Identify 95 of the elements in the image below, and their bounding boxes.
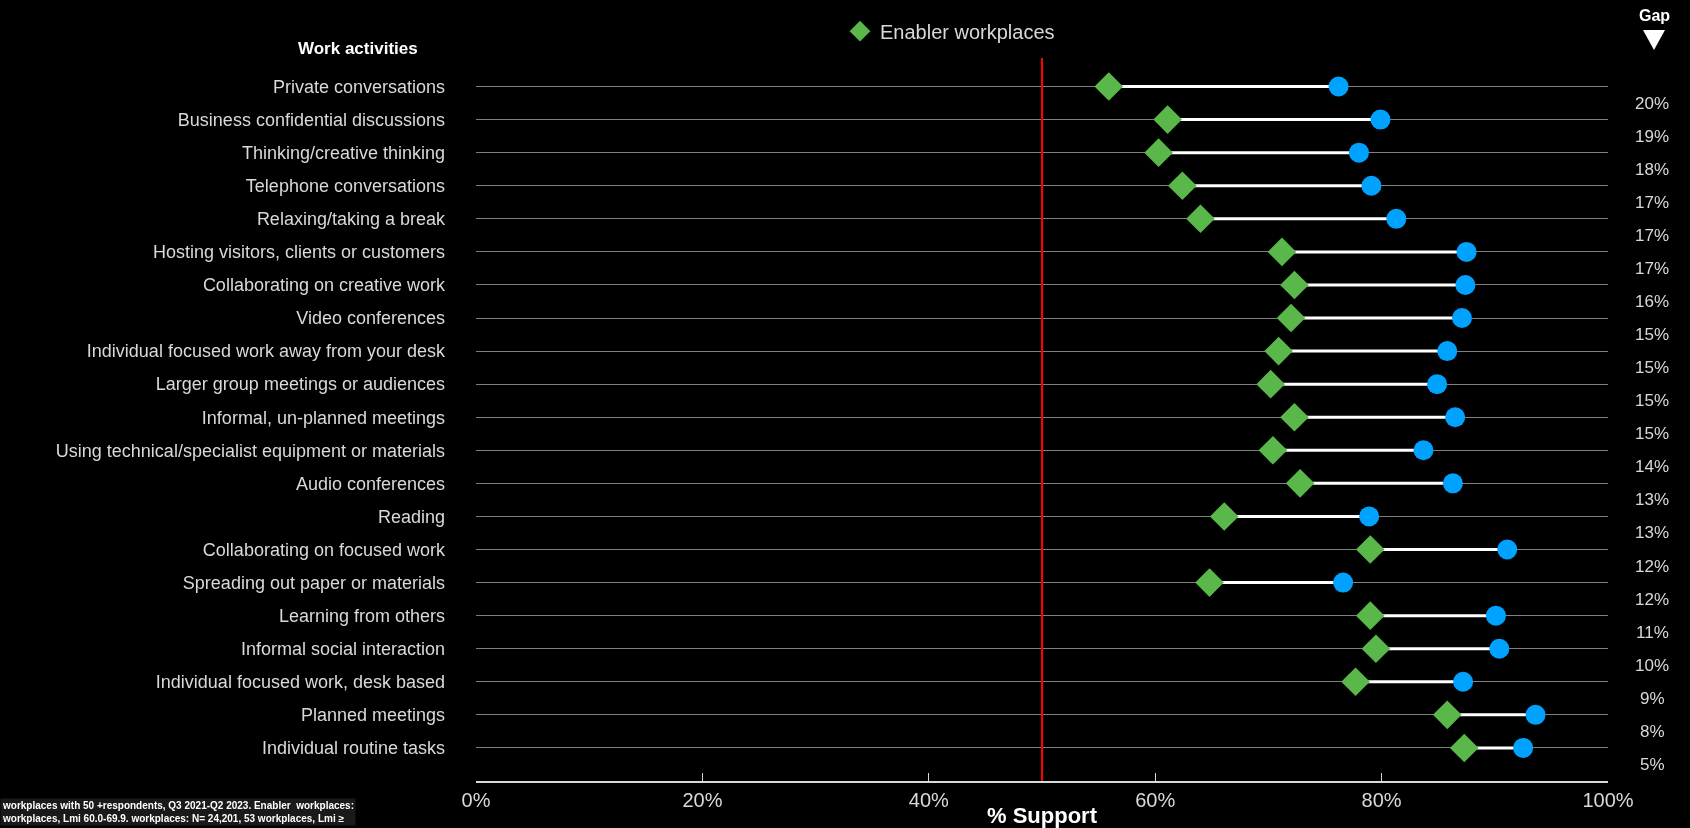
text: 17% — [1635, 226, 1670, 245]
x-tick-label: 100% — [1582, 789, 1634, 811]
text: 13% — [1635, 523, 1670, 542]
point — [1328, 76, 1349, 97]
y-tick-label: Audio conferences — [295, 473, 445, 494]
point — [1413, 440, 1434, 461]
point — [1256, 369, 1285, 399]
y-tick-label: Larger group meetings or audiences — [155, 374, 445, 395]
text: 16% — [1635, 292, 1670, 311]
point — [1453, 671, 1474, 692]
x-tick-label: 80% — [1361, 789, 1402, 811]
point — [1497, 539, 1518, 560]
point — [1489, 638, 1510, 659]
point — [1280, 270, 1309, 300]
point — [1359, 506, 1380, 527]
y-tick-label: Informal social interaction — [240, 639, 445, 660]
point — [1186, 204, 1215, 234]
point — [1437, 341, 1458, 362]
point — [1445, 407, 1466, 428]
point — [1280, 402, 1309, 432]
point — [1442, 473, 1463, 494]
text: 11% — [1636, 623, 1669, 642]
point — [1153, 105, 1182, 134]
point — [1361, 175, 1382, 196]
text: 18% — [1635, 160, 1670, 179]
y-tick-label: Learning from others — [278, 605, 445, 626]
text: 5% — [1640, 755, 1665, 774]
point — [1264, 336, 1293, 366]
text: 15% — [1635, 325, 1670, 344]
x-tick-label: 40% — [908, 789, 950, 811]
point — [1094, 72, 1124, 101]
y-tick-label: Collaborating on focused work — [202, 539, 446, 560]
point — [1209, 502, 1239, 531]
y-tick-label: Private conversations — [272, 76, 445, 97]
text: 12% — [1635, 590, 1670, 609]
y-tick-label: Reading — [377, 506, 445, 527]
point — [1513, 737, 1534, 758]
point — [1355, 601, 1385, 630]
x-tick-label: 60% — [1135, 789, 1176, 811]
point — [1285, 469, 1315, 498]
text: 15% — [1635, 391, 1670, 410]
text: workplaces with 50 +respondents, Q3 2021-Q2 2023. Enabler workplaces: workplaces, Lmi 60.0-69.9. workplaces: N= 24,201, 53 workplaces, Lmi ≥ — [2, 800, 354, 824]
y-tick-label: Individual focused work, desk based — [155, 672, 445, 693]
text: 17% — [1635, 259, 1670, 278]
y-tick-label: Individual focused work away from your desk — [86, 341, 446, 362]
point — [1370, 109, 1391, 130]
x-tick-label: 20% — [682, 789, 723, 811]
y-axis-title: Work activities — [298, 39, 418, 58]
x-tick-label: 0% — [461, 789, 491, 811]
y-tick-label: Informal, un-planned meetings — [201, 407, 445, 428]
point — [1333, 572, 1354, 593]
point — [1195, 568, 1224, 597]
point — [1144, 138, 1173, 167]
text: 19% — [1635, 127, 1670, 146]
point — [1276, 303, 1306, 333]
point — [1341, 667, 1370, 697]
point — [1427, 374, 1448, 395]
point — [1355, 535, 1385, 564]
y-tick-label: Telephone conversations — [245, 176, 445, 197]
point — [1267, 237, 1297, 267]
y-tick-label: Using technical/specialist equipment or materials — [55, 440, 445, 461]
point — [1386, 208, 1407, 229]
text: 15% — [1635, 358, 1670, 377]
y-tick-label: Planned meetings — [300, 705, 445, 726]
text: 13% — [1635, 490, 1670, 509]
y-tick-label: Video conferences — [296, 308, 445, 329]
text: 15% — [1635, 424, 1670, 443]
text: 9% — [1640, 689, 1665, 708]
legend-label: Enabler workplaces — [880, 20, 1055, 43]
y-tick-label: Spreading out paper or materials — [182, 572, 445, 593]
point — [1168, 171, 1197, 201]
point — [1432, 700, 1462, 730]
point — [1451, 308, 1472, 329]
y-tick-label: Relaxing/taking a break — [256, 209, 446, 230]
text: 10% — [1635, 656, 1670, 675]
point — [1449, 733, 1479, 763]
point — [1485, 605, 1506, 626]
point — [1258, 436, 1288, 465]
y-tick-label: Business confidential discussions — [177, 109, 445, 130]
text: 12% — [1635, 557, 1670, 576]
y-tick-label: Thinking/creative thinking — [241, 142, 445, 163]
y-tick-label: Individual routine tasks — [261, 738, 445, 759]
text: 14% — [1635, 457, 1670, 476]
point — [1361, 634, 1391, 664]
y2-axis-title: Gap — [1639, 7, 1671, 24]
text: 17% — [1635, 193, 1670, 212]
point — [1456, 241, 1477, 262]
point — [1525, 704, 1546, 725]
y-tick-label: Collaborating on creative work — [202, 275, 446, 296]
point — [1455, 274, 1476, 295]
text: 8% — [1640, 722, 1665, 741]
point — [1348, 142, 1369, 163]
x-axis-title: % Support — [987, 803, 1098, 828]
text: 20% — [1635, 94, 1670, 113]
y-tick-label: Hosting visitors, clients or customers — [152, 242, 445, 263]
